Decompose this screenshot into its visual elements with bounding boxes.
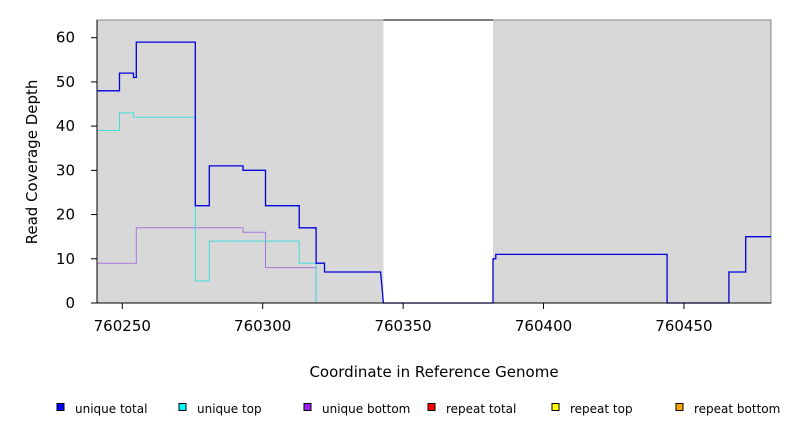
uncovered-region — [383, 20, 493, 303]
x-tick-label: 760300 — [234, 317, 291, 335]
legend-swatch — [56, 403, 65, 411]
series-unique-total — [97, 41, 771, 304]
y-tick-label: 60 — [56, 29, 75, 47]
legend-item-repeat-total: repeat total — [427, 402, 516, 416]
legend: unique total unique top unique bottom repea… — [56, 402, 780, 416]
x-tick-label: 760250 — [94, 317, 151, 335]
legend-label: unique total — [75, 402, 147, 416]
legend-label: repeat total — [446, 402, 516, 416]
legend-item-repeat-bottom: repeat bottom — [675, 402, 780, 416]
axes-layer: 0 10 20 30 40 50 60 760250 760300 760350 760400 760… — [56, 20, 771, 335]
series-unique-top — [97, 112, 771, 304]
y-tick-label: 10 — [56, 250, 75, 268]
legend-swatch — [427, 403, 436, 411]
legend-item-unique-bottom: unique bottom — [303, 402, 410, 416]
legend-item-unique-top: unique top — [178, 402, 262, 416]
legend-item-unique-total: unique total — [56, 402, 147, 416]
y-tick-label: 40 — [56, 117, 75, 135]
x-tick-label: 760400 — [515, 317, 572, 335]
legend-label: unique bottom — [322, 402, 410, 416]
y-tick-label: 0 — [65, 294, 75, 312]
y-tick-label: 20 — [56, 206, 75, 224]
legend-swatch — [675, 403, 684, 411]
legend-swatch — [551, 403, 560, 411]
x-tick-label: 760350 — [374, 317, 431, 335]
legend-swatch — [178, 403, 187, 411]
legend-swatch — [303, 403, 312, 411]
legend-item-repeat-top: repeat top — [551, 402, 633, 416]
y-axis-title: Read Coverage Depth — [23, 80, 41, 245]
legend-label: repeat bottom — [694, 402, 780, 416]
x-axis-title: Coordinate in Reference Genome — [309, 363, 558, 381]
x-tick-label: 760450 — [655, 317, 712, 335]
legend-label: unique top — [197, 402, 262, 416]
legend-label: repeat top — [570, 402, 633, 416]
y-tick-label: 50 — [56, 73, 75, 91]
plot-background — [96, 19, 772, 304]
y-tick-label: 30 — [56, 161, 75, 179]
